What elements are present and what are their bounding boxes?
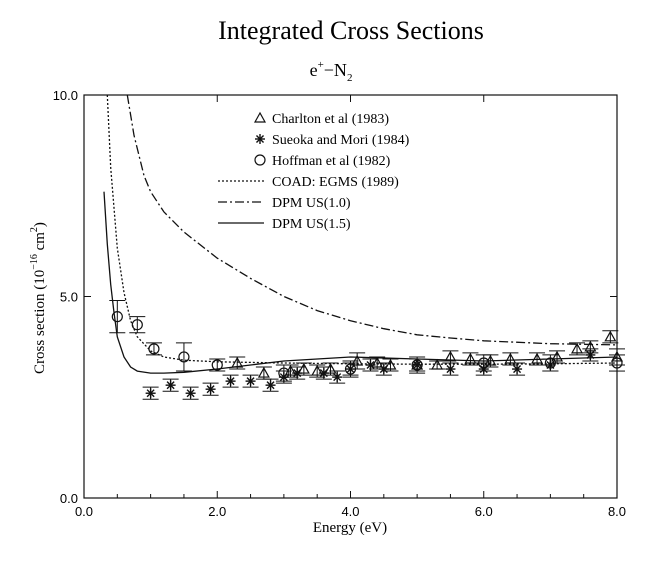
circle-marker (178, 351, 190, 363)
circle-marker (278, 367, 290, 379)
x-tick-label: 8.0 (608, 504, 626, 519)
legend-label: DPM US(1.0) (272, 196, 351, 211)
subtitle-base: e (310, 60, 318, 80)
y-tick-label: 5.0 (60, 290, 78, 305)
subtitle-mid: −N (324, 60, 347, 80)
series-points (142, 348, 599, 400)
circle-marker (344, 363, 357, 375)
triangle-marker (604, 330, 617, 342)
ylabel-post: ) (32, 222, 48, 227)
asterisk-marker (265, 380, 276, 391)
asterisk-marker (292, 368, 303, 379)
circle-marker (211, 359, 223, 371)
triangle-marker (324, 362, 337, 374)
circle-marker (111, 311, 123, 323)
asterisk-marker (512, 364, 523, 375)
asterisk-marker (205, 384, 216, 395)
chart-subtitle: e+−N2 (310, 59, 353, 84)
legend-label: COAD: EGMS (1989) (272, 175, 399, 190)
triangle-marker (464, 352, 477, 364)
asterisk-marker (225, 376, 236, 387)
legend: Charlton et al (1983) Sueoka and Mori (19… (218, 111, 410, 232)
asterisk-marker (378, 364, 389, 375)
circle-marker (254, 154, 266, 166)
circle-marker (544, 357, 556, 369)
chart-title: Integrated Cross Sections (218, 16, 484, 45)
circle-marker (478, 357, 490, 369)
asterisk-marker (145, 388, 156, 399)
triangle-marker (257, 366, 270, 378)
series-points (109, 300, 625, 382)
legend-item: DPM US(1.0) (218, 196, 351, 211)
asterisk-marker (445, 364, 456, 375)
series-line (126, 94, 618, 346)
asterisk-marker (185, 388, 196, 399)
asterisk-marker (165, 380, 176, 391)
series-line (103, 191, 618, 374)
x-tick-label: 6.0 (475, 504, 493, 519)
triangle-marker (431, 358, 444, 370)
ylabel-sup: 2 (29, 227, 40, 232)
legend-item: Hoffman et al (1982) (254, 154, 391, 169)
x-axis-label: Energy (eV) (313, 520, 387, 536)
asterisk-marker (318, 368, 329, 379)
y-axis-label: Cross section (10−16 cm2) (29, 222, 48, 374)
legend-item: COAD: EGMS (1989) (218, 175, 399, 190)
triangle-marker (253, 111, 267, 123)
triangle-marker (531, 352, 544, 364)
circle-marker (411, 359, 423, 371)
triangle-marker (551, 350, 564, 362)
asterisk-marker (255, 134, 265, 144)
subtitle-sub: 2 (347, 72, 353, 84)
y-tick-label: 0.0 (60, 491, 78, 506)
x-tick-label: 0.0 (75, 504, 93, 519)
plot-area: 0.0 2.0 4.0 6.0 8.0 0.0 5.0 10.0 (53, 88, 626, 519)
ylabel-mid: cm (32, 232, 48, 254)
x-tick-label: 4.0 (341, 504, 359, 519)
asterisk-marker (245, 376, 256, 387)
legend-label: Sueoka and Mori (1984) (272, 133, 410, 148)
legend-item: Charlton et al (1983) (253, 111, 389, 127)
legend-label: DPM US(1.5) (272, 217, 351, 232)
asterisk-marker (585, 349, 596, 360)
circle-marker (131, 319, 143, 331)
triangle-marker (444, 350, 457, 362)
circle-marker (148, 343, 160, 355)
x-tick-label: 2.0 (208, 504, 226, 519)
triangle-marker (571, 342, 584, 354)
triangle-marker (311, 364, 324, 376)
triangle-marker (231, 356, 244, 368)
circle-marker (611, 357, 623, 369)
triangle-marker (297, 362, 310, 374)
legend-label: Hoffman et al (1982) (272, 154, 391, 169)
asterisk-marker (365, 360, 376, 371)
subtitle-sup: + (318, 59, 324, 71)
ylabel-pre: Cross section (10 (32, 270, 48, 374)
legend-label: Charlton et al (1983) (272, 112, 389, 127)
y-tick-label: 10.0 (53, 88, 78, 103)
ylabel-exp: −16 (29, 254, 40, 270)
asterisk-marker (332, 372, 343, 383)
triangle-marker (384, 358, 397, 370)
legend-item: DPM US(1.5) (218, 217, 351, 232)
legend-item: Sueoka and Mori (1984) (255, 133, 410, 148)
